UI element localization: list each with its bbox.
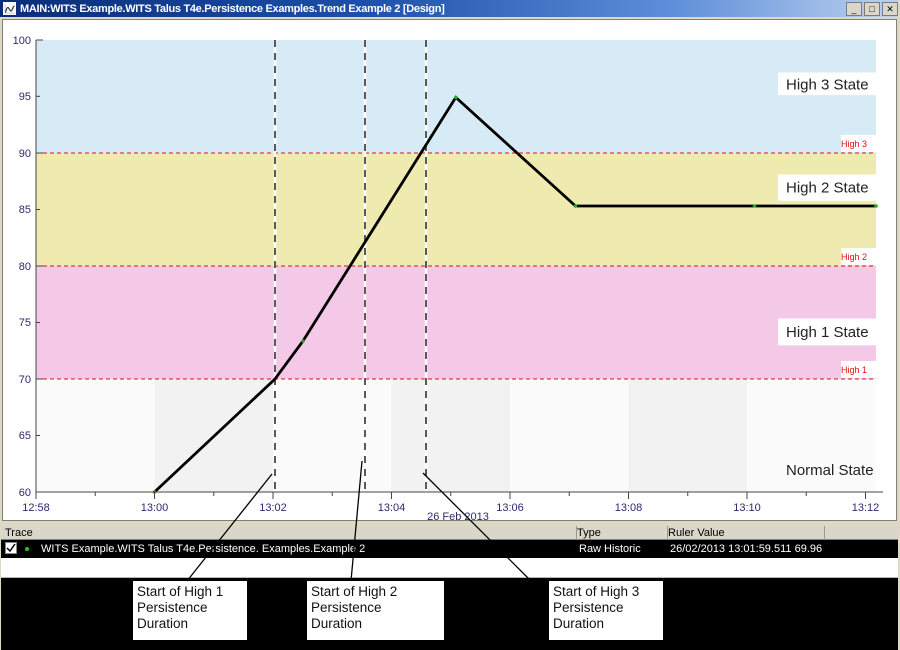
svg-text:90: 90	[19, 148, 31, 160]
svg-text:High 3 State: High 3 State	[786, 77, 869, 94]
svg-text:Normal State: Normal State	[786, 462, 874, 479]
svg-text:High 1: High 1	[841, 365, 867, 375]
svg-text:High 2: High 2	[841, 252, 867, 262]
svg-text:13:08: 13:08	[615, 502, 643, 514]
svg-text:70: 70	[19, 374, 31, 386]
svg-text:60: 60	[19, 487, 31, 499]
svg-text:65: 65	[19, 430, 31, 442]
svg-text:75: 75	[19, 317, 31, 329]
svg-text:85: 85	[19, 204, 31, 216]
svg-text:High 2 State: High 2 State	[786, 180, 869, 197]
svg-text:13:10: 13:10	[733, 502, 761, 514]
svg-text:12:58: 12:58	[22, 502, 50, 514]
svg-text:95: 95	[19, 91, 31, 103]
svg-text:High 1 State: High 1 State	[786, 324, 869, 341]
svg-text:100: 100	[13, 35, 31, 47]
svg-text:80: 80	[19, 261, 31, 273]
svg-text:13:02: 13:02	[259, 502, 287, 514]
svg-text:13:06: 13:06	[496, 502, 524, 514]
svg-text:High 3: High 3	[841, 139, 867, 149]
svg-text:13:12: 13:12	[852, 502, 880, 514]
svg-text:13:04: 13:04	[378, 502, 406, 514]
svg-text:13:00: 13:00	[141, 502, 169, 514]
svg-text:26 Feb 2013: 26 Feb 2013	[427, 511, 489, 521]
